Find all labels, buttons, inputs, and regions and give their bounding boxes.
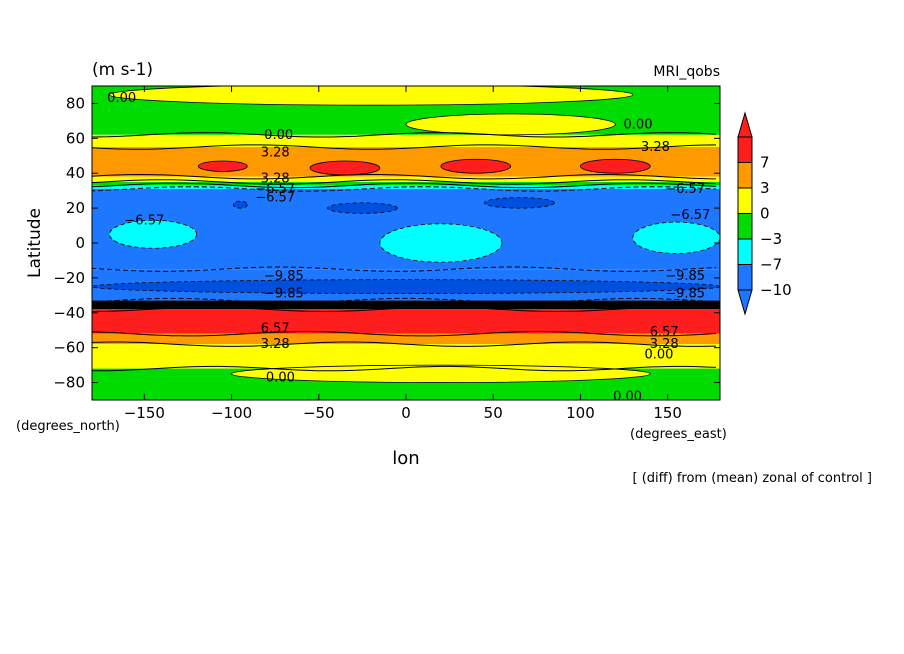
contour-label-7: −6.57: [255, 191, 295, 206]
colorbar-segment-0: [737, 136, 753, 163]
contour-label-0: 0.00: [107, 91, 136, 106]
contour-label-9: −6.57: [124, 213, 164, 228]
colorbar-segment-2: [737, 187, 753, 214]
y-axis: 80 60 40 20 0 −20 −40 −60 −80: [53, 94, 720, 392]
contour-region-0: [198, 160, 248, 172]
x-tick-label-4: 50: [484, 404, 503, 422]
y-tick-label-0: 80: [66, 94, 85, 112]
contour-line-6: [92, 266, 717, 272]
contour-region-3: [580, 158, 651, 174]
x-tick-label-6: 150: [653, 404, 682, 422]
x-tick-label-1: −100: [211, 404, 252, 422]
contour-label-5: 3.28: [261, 171, 290, 186]
contour-line-8: [92, 306, 717, 313]
colorbar-arrow-top: [737, 111, 753, 138]
contour-band-1: [92, 134, 720, 148]
contour-band-10: [92, 333, 720, 345]
x-axis-label: lon: [392, 448, 419, 469]
x-units-label: (degrees_east): [630, 427, 727, 442]
colorbar-segment-4: [737, 238, 753, 265]
x-tick-label-0: −150: [124, 404, 165, 422]
y-tick-label-7: −60: [53, 339, 85, 357]
contour-label-12: −9.85: [665, 269, 705, 284]
y-tick-label-3: 20: [66, 199, 85, 217]
contour-line-2: [92, 173, 717, 180]
contour-label-15: 6.57: [261, 321, 290, 336]
contour-line-4: [92, 182, 717, 189]
contour-label-1: 0.00: [624, 117, 653, 132]
contour-band-3: [92, 176, 720, 182]
contour-lines: [92, 132, 717, 372]
x-tick-label-5: 100: [566, 404, 595, 422]
contour-label-14: −9.85: [665, 287, 705, 302]
colorbar-label-4: −7: [760, 256, 782, 274]
contour-label-8: −6.57: [665, 182, 705, 197]
contour-region-10: [92, 279, 720, 294]
colorbar-label-0: 7: [760, 154, 770, 172]
contour-region-8: [327, 202, 398, 214]
y-tick-label-4: 0: [75, 234, 85, 252]
y-tick-label-8: −80: [53, 374, 85, 392]
y-tick-label-2: 40: [66, 164, 85, 182]
contour-label-10: −6.57: [670, 208, 710, 223]
contour-label-13: −9.85: [264, 287, 304, 302]
colorbar-segment-5: [737, 264, 753, 291]
contour-region-7: [232, 200, 248, 209]
colorbar-segment-1: [737, 162, 753, 189]
contour-region-4: [109, 219, 198, 249]
contour-band-11: [92, 344, 720, 369]
contour-region-13: [231, 364, 651, 383]
colorbar-arrow-bottom: [737, 289, 753, 316]
model-label: MRI_qobs: [653, 64, 720, 80]
contour-region-11: [109, 86, 634, 106]
colorbar-label-5: −10: [760, 281, 792, 299]
contour-label-3: 3.28: [261, 145, 290, 160]
contour-label-11: −9.85: [264, 269, 304, 284]
y-tick-label-5: −20: [53, 269, 85, 287]
y-units-label: (degrees_north): [16, 419, 120, 434]
contour-line-5: [92, 186, 717, 192]
contour-line-3: [92, 179, 717, 185]
contour-line-1: [92, 144, 717, 150]
filled-contour-field: [92, 86, 720, 400]
contour-region-12: [405, 113, 616, 136]
contour-band-9: [92, 309, 720, 334]
y-tick-label-6: −40: [53, 304, 85, 322]
colorbar-label-3: −3: [760, 230, 782, 248]
y-axis-label: Latitude: [25, 208, 45, 278]
contour-label-20: 0.00: [266, 370, 295, 385]
contour-labels: 0.000.000.003.28 3.283.28−6.57−6.57−6.57−…: [107, 91, 710, 404]
contour-label-6: −6.57: [255, 182, 295, 197]
contour-label-21: 0.00: [613, 390, 642, 405]
y-tick-label-1: 60: [66, 129, 85, 147]
units-label: (m s-1): [92, 60, 153, 80]
contour-line-10: [92, 341, 717, 347]
contour-region-6: [632, 221, 720, 254]
contour-line-9: [92, 331, 717, 337]
contour-band-8: [92, 300, 720, 310]
colorbar: 7 3 0 −3 −7 −10: [737, 111, 792, 316]
contour-label-19: 0.00: [644, 348, 673, 363]
contour-label-16: 6.57: [650, 325, 679, 340]
x-tick-label-2: −50: [303, 404, 335, 422]
contour-label-17: 3.28: [261, 337, 290, 352]
contour-line-11: [92, 365, 717, 372]
caption: [ (diff) from (mean) zonal of control ]: [633, 471, 872, 486]
colorbar-label-1: 3: [760, 179, 770, 197]
x-axis: −150 −100 −50 0 50 100 150: [124, 86, 682, 422]
contour-label-2: 0.00: [264, 128, 293, 143]
contour-region-2: [440, 158, 512, 174]
contour-label-18: 3.28: [650, 337, 679, 352]
contour-line-0: [92, 132, 717, 138]
x-tick-label-3: 0: [401, 404, 411, 422]
contour-line-7: [92, 297, 717, 304]
colorbar-label-2: 0: [760, 205, 770, 223]
contour-region-5: [379, 223, 503, 263]
contour-region-1: [309, 160, 381, 176]
contour-label-4: 3.28: [641, 140, 670, 155]
colorbar-segment-3: [737, 213, 753, 240]
contour-region-9: [484, 197, 555, 209]
